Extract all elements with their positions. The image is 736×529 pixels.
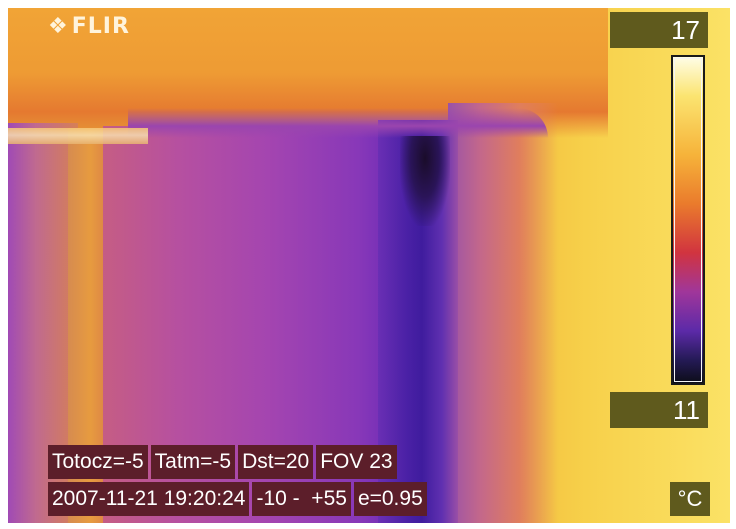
scale-max-value: 17 xyxy=(610,12,708,48)
flir-logo: ❖ FLIR xyxy=(48,14,130,39)
fov-value: FOV 23 xyxy=(316,445,397,479)
totocz-value: Totocz=-5 xyxy=(48,445,148,479)
tatm-value: Tatm=-5 xyxy=(150,445,236,479)
thermal-cold-spot xyxy=(400,136,450,226)
unit-label: °C xyxy=(670,482,710,516)
datetime-value: 2007-11-21 19:20:24 xyxy=(48,482,250,516)
distance-value: Dst=20 xyxy=(238,445,314,479)
scale-min-value: 11 xyxy=(610,392,708,428)
temperature-scale-bar xyxy=(671,55,705,385)
thermal-ceiling-edge xyxy=(128,108,548,138)
thermal-corner-gradient xyxy=(448,103,558,523)
info-row-parameters: Totocz=-5 Tatm=-5 Dst=20 FOV 23 xyxy=(48,445,400,479)
emissivity-value: e=0.95 xyxy=(353,482,427,516)
brand-name: FLIR xyxy=(71,14,130,39)
info-row-capture: 2007-11-21 19:20:24 -10 - +55 e=0.95 xyxy=(48,482,430,516)
range-value: -10 - +55 xyxy=(252,482,351,516)
flir-logo-icon: ❖ xyxy=(48,14,69,39)
thermal-pipe xyxy=(8,128,148,144)
thermal-image xyxy=(8,8,730,523)
